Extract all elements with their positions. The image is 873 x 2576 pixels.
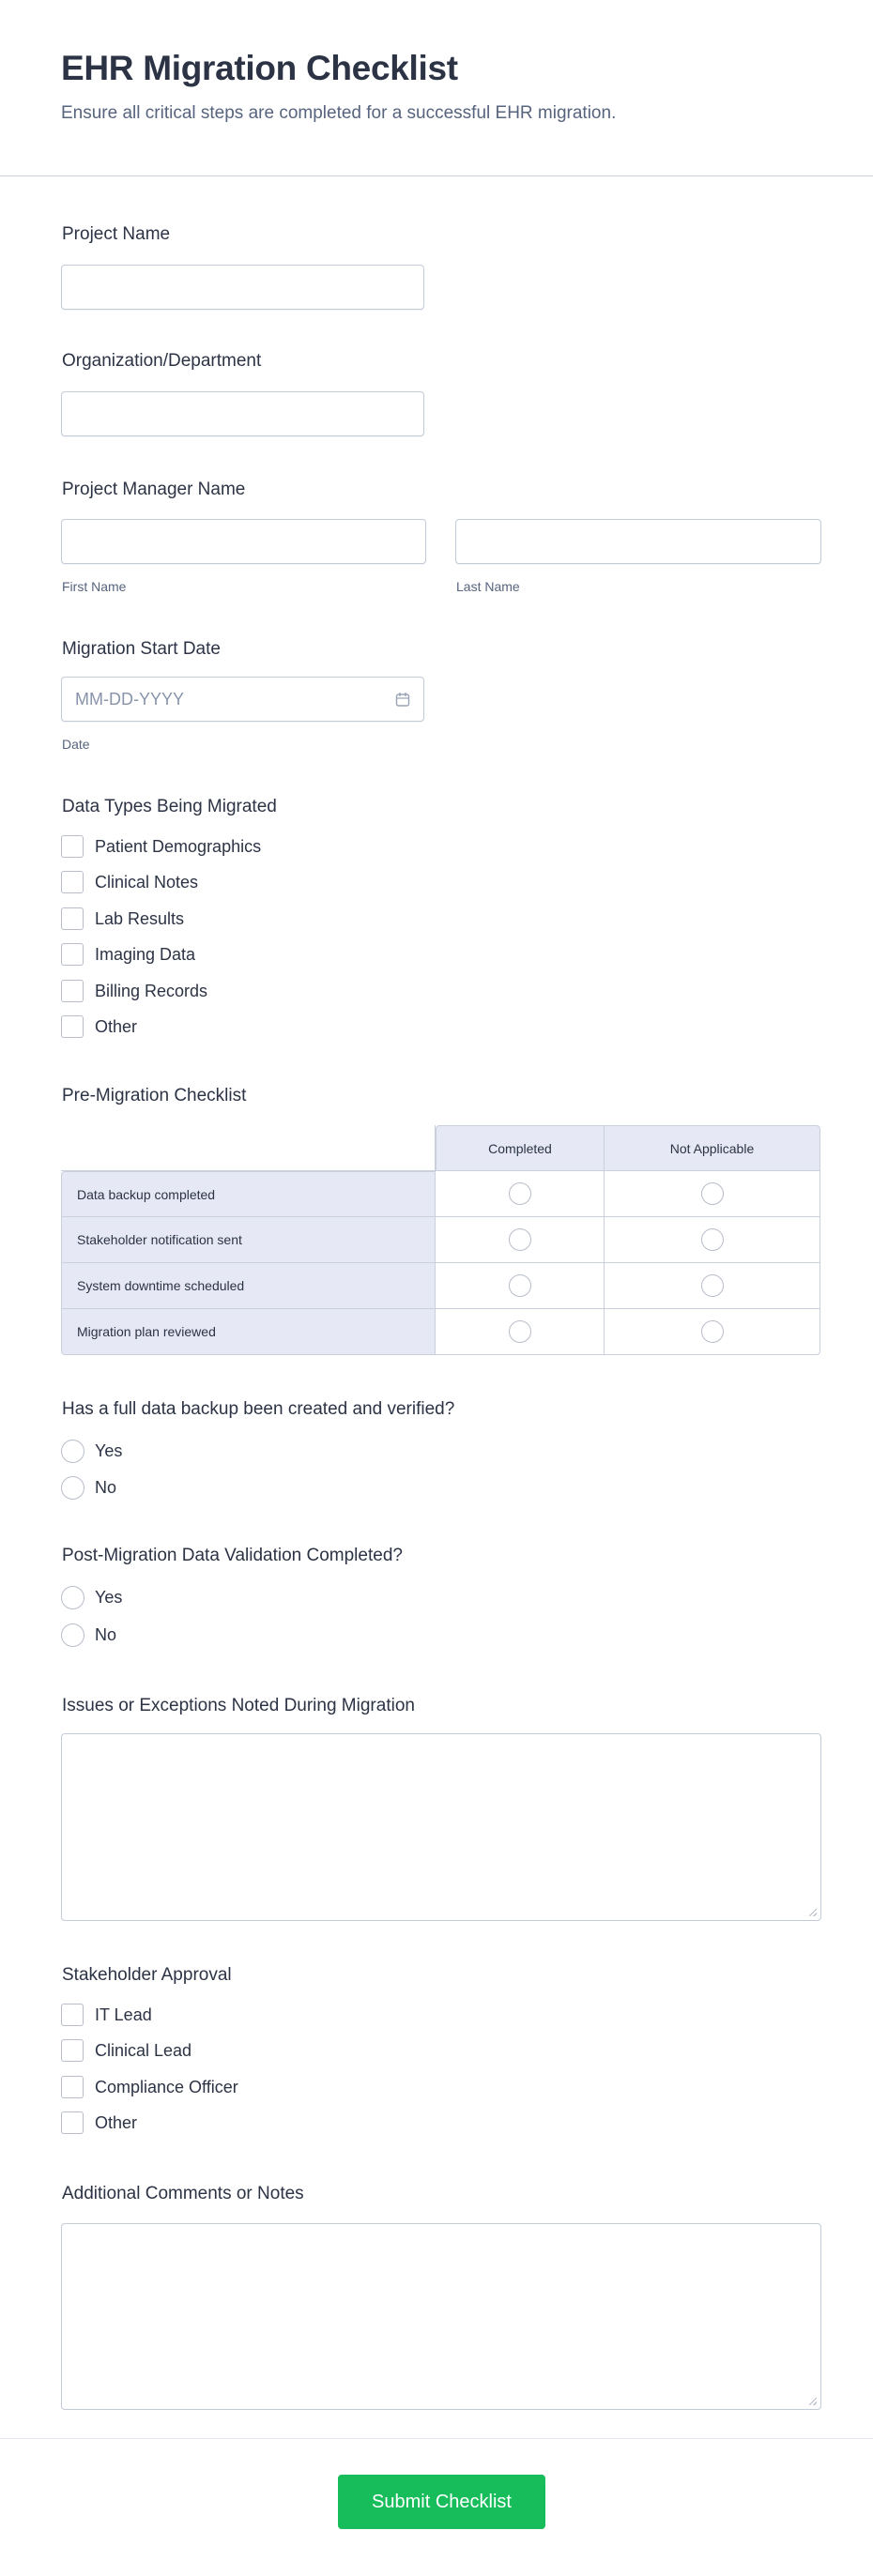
radio-not-applicable[interactable]: [700, 1274, 724, 1297]
radio-completed[interactable]: [508, 1182, 531, 1205]
comments-label: Additional Comments or Notes: [62, 2184, 304, 2203]
row-label: Stakeholder notification sent: [61, 1217, 436, 1263]
last-name-input[interactable]: [455, 519, 821, 564]
pre-migration-matrix: Completed Not Applicable Data backup com…: [61, 1125, 820, 1355]
radio-completed[interactable]: [508, 1228, 531, 1251]
checkbox-other-approval[interactable]: [61, 2111, 84, 2134]
first-name-sublabel: First Name: [62, 579, 127, 594]
pre-migration-label: Pre-Migration Checklist: [62, 1086, 247, 1105]
option-label: Clinical Notes: [95, 873, 199, 892]
issues-label: Issues or Exceptions Noted During Migrat…: [62, 1696, 415, 1715]
column-header-not-applicable: Not Applicable: [605, 1125, 820, 1171]
option-label: Other: [95, 1017, 138, 1036]
comments-textarea[interactable]: [61, 2223, 821, 2410]
option-label: Patient Demographics: [95, 837, 262, 856]
column-header-completed: Completed: [436, 1125, 605, 1171]
option-label: No: [95, 1478, 117, 1497]
option-label: IT Lead: [95, 2005, 152, 2024]
radio-completed[interactable]: [508, 1274, 531, 1297]
checkbox-imaging-data[interactable]: [61, 943, 84, 966]
form-title: EHR Migration Checklist: [61, 49, 458, 87]
checkbox-compliance-officer[interactable]: [61, 2076, 84, 2098]
backup-question-label: Has a full data backup been created and …: [62, 1399, 455, 1419]
radio-backup-yes[interactable]: [61, 1440, 84, 1463]
project-name-input[interactable]: [61, 265, 424, 310]
option-label: Yes: [95, 1441, 123, 1460]
date-sublabel: Date: [62, 737, 90, 752]
checkbox-patient-demographics[interactable]: [61, 835, 84, 858]
option-label: No: [95, 1625, 117, 1644]
organization-input[interactable]: [61, 391, 424, 436]
table-row: Migration plan reviewed: [61, 1309, 820, 1355]
radio-validation-yes[interactable]: [61, 1586, 84, 1609]
checkbox-it-lead[interactable]: [61, 2004, 84, 2026]
date-placeholder: MM-DD-YYYY: [75, 690, 184, 709]
radio-not-applicable[interactable]: [700, 1182, 724, 1205]
checkbox-clinical-lead[interactable]: [61, 2039, 84, 2062]
data-types-label: Data Types Being Migrated: [62, 797, 277, 816]
option-label: Billing Records: [95, 982, 208, 1000]
radio-backup-no[interactable]: [61, 1476, 84, 1500]
organization-label: Organization/Department: [62, 351, 262, 371]
first-name-input[interactable]: [61, 519, 426, 564]
issues-textarea[interactable]: [61, 1733, 821, 1921]
approval-label: Stakeholder Approval: [62, 1965, 232, 1985]
option-label: Lab Results: [95, 909, 185, 928]
option-label: Other: [95, 2113, 138, 2132]
checkbox-other[interactable]: [61, 1015, 84, 1038]
option-label: Yes: [95, 1588, 123, 1607]
submit-button[interactable]: Submit Checklist: [338, 2475, 545, 2529]
table-row: Stakeholder notification sent: [61, 1217, 820, 1263]
project-manager-label: Project Manager Name: [62, 480, 246, 499]
checkbox-clinical-notes[interactable]: [61, 871, 84, 893]
footer-divider: [0, 2438, 873, 2439]
option-label: Imaging Data: [95, 945, 196, 964]
checkbox-lab-results[interactable]: [61, 907, 84, 930]
start-date-input[interactable]: MM-DD-YYYY: [61, 677, 424, 722]
radio-not-applicable[interactable]: [700, 1320, 724, 1343]
last-name-sublabel: Last Name: [456, 579, 520, 594]
start-date-label: Migration Start Date: [62, 639, 221, 659]
radio-not-applicable[interactable]: [700, 1228, 724, 1251]
form-subtitle: Ensure all critical steps are completed …: [61, 103, 617, 123]
project-name-label: Project Name: [62, 224, 171, 244]
resize-handle-icon[interactable]: [809, 1909, 817, 1916]
row-label: Migration plan reviewed: [61, 1309, 436, 1355]
row-label: System downtime scheduled: [61, 1263, 436, 1309]
table-row: Data backup completed: [61, 1171, 820, 1217]
option-label: Clinical Lead: [95, 2041, 192, 2060]
option-label: Compliance Officer: [95, 2078, 238, 2096]
validation-question-label: Post-Migration Data Validation Completed…: [62, 1546, 403, 1565]
row-label: Data backup completed: [61, 1171, 436, 1217]
table-row: System downtime scheduled: [61, 1263, 820, 1309]
radio-validation-no[interactable]: [61, 1623, 84, 1647]
resize-handle-icon[interactable]: [809, 2398, 817, 2405]
header-divider: [0, 175, 873, 176]
matrix-corner: [61, 1125, 436, 1171]
calendar-icon[interactable]: [395, 692, 410, 708]
radio-completed[interactable]: [508, 1320, 531, 1343]
checkbox-billing-records[interactable]: [61, 980, 84, 1002]
